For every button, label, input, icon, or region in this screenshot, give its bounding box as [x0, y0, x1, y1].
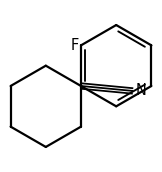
Text: F: F — [70, 38, 79, 53]
Text: N: N — [136, 83, 147, 98]
